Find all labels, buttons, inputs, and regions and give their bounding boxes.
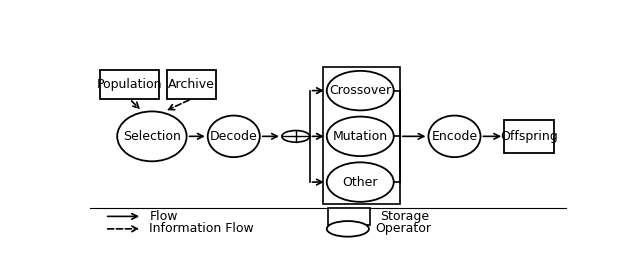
- Text: Population: Population: [97, 78, 163, 91]
- Ellipse shape: [327, 71, 394, 110]
- Text: Storage: Storage: [380, 210, 429, 223]
- Text: Crossover: Crossover: [329, 84, 391, 97]
- Ellipse shape: [117, 112, 187, 161]
- Ellipse shape: [327, 221, 369, 237]
- Text: Information Flow: Information Flow: [150, 222, 254, 235]
- FancyBboxPatch shape: [100, 70, 159, 99]
- Text: Archive: Archive: [168, 78, 215, 91]
- FancyBboxPatch shape: [167, 70, 216, 99]
- Ellipse shape: [428, 116, 481, 157]
- Text: Encode: Encode: [431, 130, 477, 143]
- Text: Other: Other: [342, 176, 378, 188]
- FancyBboxPatch shape: [504, 120, 554, 153]
- Ellipse shape: [208, 116, 260, 157]
- Circle shape: [282, 130, 310, 142]
- Text: Flow: Flow: [150, 210, 178, 223]
- FancyBboxPatch shape: [328, 208, 370, 225]
- Text: Mutation: Mutation: [333, 130, 388, 143]
- Text: Selection: Selection: [123, 130, 181, 143]
- Text: Operator: Operator: [375, 222, 431, 235]
- Text: Decode: Decode: [210, 130, 258, 143]
- Text: Offspring: Offspring: [500, 130, 557, 143]
- Ellipse shape: [327, 162, 394, 202]
- Ellipse shape: [327, 117, 394, 156]
